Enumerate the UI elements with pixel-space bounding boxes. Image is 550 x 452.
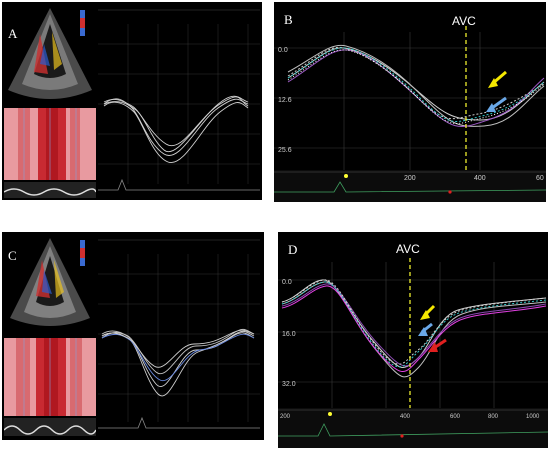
b-ytick-1: 12.6 [278,97,292,104]
d-xtick-0: 200 [280,414,291,420]
panel-d-avc-label: AVC [396,242,420,256]
mmode-strip-c [4,418,96,436]
arrow-blue-d [418,322,433,336]
panel-c: C [2,232,264,440]
b-xtick-2: 60 [536,175,544,182]
d-ytick-0: 0.0 [282,279,292,286]
panel-d: 0.0 16.0 32.0 200 400 600 800 100 [278,232,548,448]
panel-b-label: B [284,12,293,27]
strain-map-c [4,338,96,416]
arrow-blue-b [486,96,507,112]
echo-image-c [4,234,96,334]
panel-a-label: A [8,26,18,41]
d-ytick-1: 16.0 [282,331,296,338]
strain-plot-a [98,4,260,198]
d-xtick-4: 1000 [526,414,540,420]
panel-a: A [2,2,262,200]
panel-d-label: D [288,242,298,257]
b-ytick-2: 25.6 [278,147,292,154]
echo-image-a [4,4,96,104]
mmode-strip-a [4,182,96,198]
b-ytick-0: 0.0 [278,47,288,54]
d-xtick-2: 600 [450,414,461,420]
panel-c-label: C [8,248,17,263]
panel-b: 0.0 12.6 25.6 200 400 60 B AVC [274,2,546,202]
arrow-yellow-b [488,70,507,88]
d-xtick-3: 800 [488,414,499,420]
strain-plot-b: 0.0 12.6 25.6 200 400 60 [274,2,546,202]
strain-plot-c [98,234,260,436]
strain-plot-d: 0.0 16.0 32.0 200 400 600 800 100 [278,232,548,448]
b-xtick-1: 400 [474,175,486,182]
d-xtick-1: 400 [400,414,411,420]
arrow-yellow-d [420,304,436,320]
d-ytick-2: 32.0 [282,381,296,388]
strain-map-a [4,108,96,180]
b-xtick-0: 200 [404,175,416,182]
panel-b-avc-label: AVC [452,14,476,28]
arrow-red-d [428,338,447,352]
